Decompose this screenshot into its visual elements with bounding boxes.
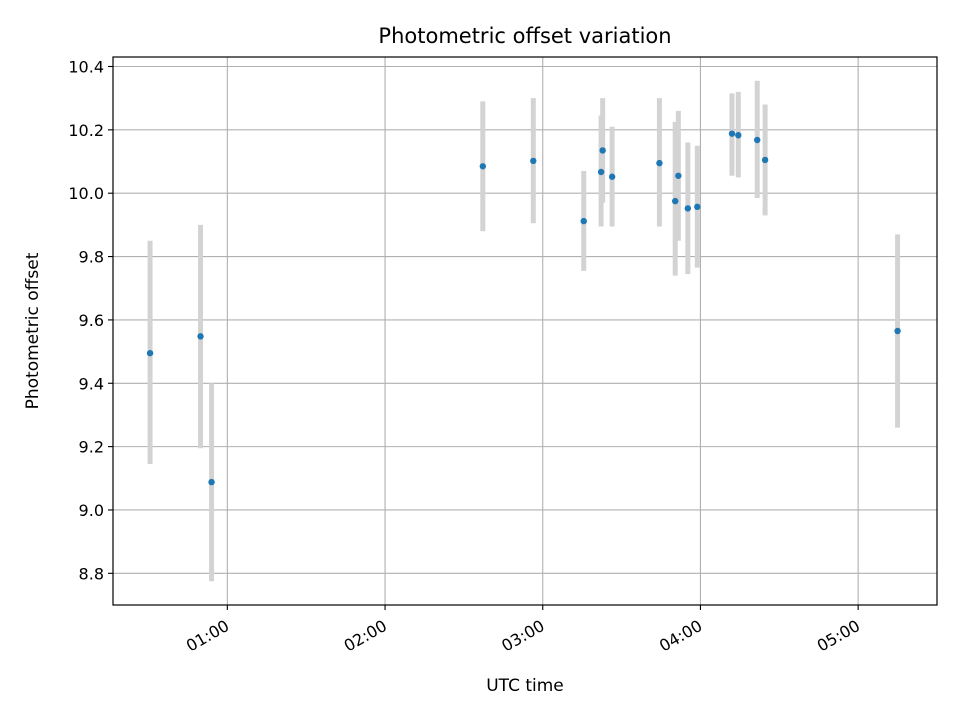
data-point <box>684 205 692 212</box>
plot-frame <box>112 56 938 606</box>
point-layer <box>146 130 901 486</box>
y-tick-label: 9.6 <box>79 311 104 330</box>
plot-area <box>113 57 937 605</box>
y-tick-label: 9.8 <box>79 248 104 267</box>
data-point <box>597 168 605 176</box>
data-point <box>694 203 701 211</box>
data-point <box>656 159 663 167</box>
grid-layer <box>113 57 937 605</box>
data-point <box>530 157 537 165</box>
data-point <box>479 163 487 170</box>
y-axis-title: Photometric offset <box>23 252 43 409</box>
data-point <box>580 217 587 225</box>
data-point <box>735 132 742 139</box>
y-axis-ticks: 8.8 9.0 9.2 9.4 9.6 9.8 10.0 10.2 10.4 <box>68 58 113 583</box>
data-point <box>728 130 736 137</box>
data-point <box>672 197 679 205</box>
y-tick-label: 8.8 <box>79 564 104 583</box>
data-point <box>146 349 154 357</box>
data-point <box>197 333 204 340</box>
data-point <box>675 172 682 179</box>
y-tick-label: 9.2 <box>79 438 104 457</box>
data-point <box>754 136 761 144</box>
x-axis-title: UTC time <box>486 676 564 696</box>
data-point <box>761 156 769 164</box>
chart-title: Photometric offset variation <box>378 24 671 48</box>
data-point <box>599 147 606 154</box>
y-tick-label: 10.2 <box>68 121 104 140</box>
data-point <box>608 173 616 180</box>
data-point <box>208 478 215 486</box>
y-tick-label: 9.4 <box>79 374 104 393</box>
y-tick-label: 10.0 <box>68 184 104 203</box>
y-tick-label: 9.0 <box>79 501 104 520</box>
y-tick-label: 10.4 <box>68 58 104 77</box>
data-point <box>894 327 901 335</box>
